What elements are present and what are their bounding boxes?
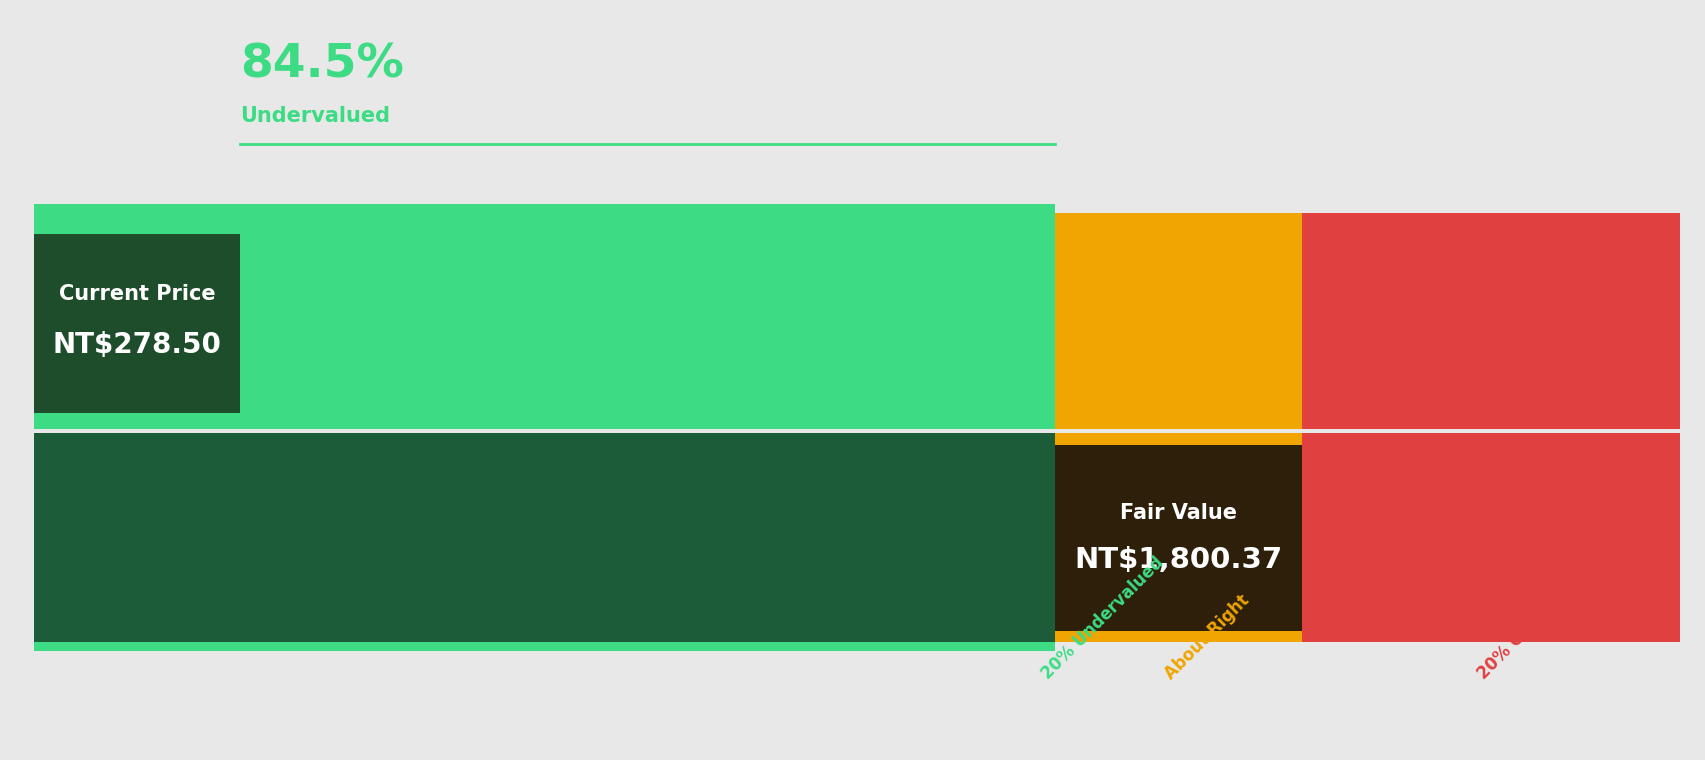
Text: 84.5%: 84.5%	[240, 42, 404, 87]
Text: About Right: About Right	[1161, 591, 1251, 683]
Bar	[34, 204, 1054, 213]
Text: Current Price: Current Price	[58, 284, 215, 305]
Text: 20% Undervalued: 20% Undervalued	[1037, 554, 1166, 683]
Bar	[1301, 433, 1679, 642]
Text: Fair Value: Fair Value	[1118, 503, 1236, 524]
Bar	[34, 234, 240, 413]
Bar	[1054, 433, 1301, 642]
Bar	[1301, 213, 1679, 429]
Text: NT$1,800.37: NT$1,800.37	[1074, 546, 1282, 575]
Bar	[1054, 445, 1301, 631]
Text: NT$278.50: NT$278.50	[53, 331, 222, 359]
Text: 20% Overvalued: 20% Overvalued	[1473, 562, 1594, 683]
Bar	[1054, 213, 1301, 429]
Bar	[34, 433, 1054, 642]
Text: Undervalued: Undervalued	[240, 106, 390, 125]
Bar	[34, 213, 1054, 429]
Bar	[34, 642, 1054, 651]
